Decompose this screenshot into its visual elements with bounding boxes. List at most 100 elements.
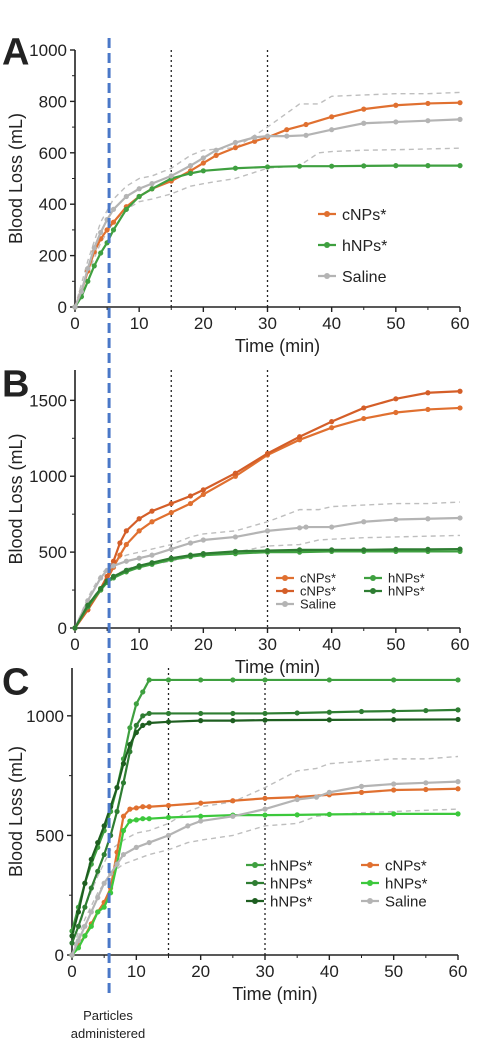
data-point — [361, 415, 367, 422]
legend-swatch-marker — [370, 575, 376, 581]
legend-label: hNPs* — [342, 238, 387, 255]
data-point — [133, 817, 139, 823]
data-point — [200, 537, 206, 543]
data-point — [294, 812, 300, 818]
series-line — [74, 390, 461, 629]
data-point — [393, 102, 399, 108]
data-point — [120, 780, 127, 786]
data-point — [104, 573, 110, 580]
data-point — [296, 547, 303, 553]
data-point — [457, 405, 463, 411]
data-point — [88, 856, 94, 862]
data-point — [457, 100, 463, 106]
data-point — [168, 555, 174, 561]
data-point — [168, 546, 174, 552]
data-point — [104, 227, 110, 233]
data-point — [361, 163, 367, 169]
data-point — [213, 147, 219, 153]
panel-letter: C — [2, 661, 29, 703]
data-point — [198, 818, 204, 824]
panel-letter: B — [2, 363, 29, 405]
y-axis-label: Blood Loss (mL) — [6, 433, 26, 564]
saline-range-line — [71, 755, 459, 956]
x-tick-label: 10 — [127, 962, 146, 981]
data-point — [133, 701, 139, 707]
data-point — [98, 585, 104, 592]
legend-swatch-marker — [324, 211, 330, 217]
data-point — [232, 534, 239, 540]
data-point — [133, 722, 139, 729]
data-point — [85, 602, 91, 608]
legend-label: cNPs* — [300, 584, 336, 599]
data-point — [262, 795, 268, 801]
data-point — [127, 741, 133, 748]
data-point — [358, 789, 365, 795]
y-tick-label: 600 — [39, 144, 67, 163]
data-point — [326, 709, 332, 715]
legend-label: hNPs* — [270, 875, 313, 892]
data-point — [75, 923, 82, 929]
y-tick-label: 0 — [58, 298, 67, 317]
data-point — [168, 173, 174, 179]
data-point — [114, 861, 120, 867]
legend-swatch-marker — [252, 898, 258, 904]
data-point — [149, 519, 155, 525]
data-point — [136, 528, 142, 534]
data-point — [114, 784, 120, 791]
data-point — [123, 193, 129, 200]
data-point — [232, 145, 239, 151]
data-point — [230, 798, 236, 804]
legend-swatch-marker — [282, 601, 288, 607]
data-point — [168, 500, 174, 507]
x-tick-label: 40 — [322, 635, 341, 654]
data-point — [455, 707, 461, 713]
x-tick-label: 20 — [194, 635, 213, 654]
data-point — [252, 138, 258, 144]
data-point — [393, 409, 399, 416]
data-point — [95, 839, 101, 846]
data-point — [425, 390, 431, 396]
data-point — [114, 808, 120, 815]
x-tick-label: 60 — [451, 314, 470, 333]
data-point — [149, 508, 155, 514]
legend-swatch-marker — [367, 862, 373, 868]
data-point — [198, 718, 204, 724]
data-point — [230, 718, 236, 724]
y-axis-label: Blood Loss (mL) — [6, 746, 26, 877]
data-point — [393, 516, 399, 523]
data-point — [391, 787, 397, 793]
data-point — [101, 851, 107, 858]
data-point — [425, 100, 431, 107]
data-point — [423, 780, 429, 786]
data-point — [127, 725, 133, 731]
data-point — [88, 885, 94, 891]
data-point — [187, 500, 194, 507]
data-point — [200, 487, 206, 493]
data-point — [457, 163, 463, 169]
x-tick-label: 0 — [70, 314, 79, 333]
data-point — [329, 127, 335, 133]
x-tick-label: 30 — [258, 314, 277, 333]
data-point — [455, 779, 461, 785]
y-tick-label: 1000 — [29, 467, 67, 486]
data-point — [127, 806, 133, 812]
data-point — [230, 813, 236, 819]
data-point — [146, 804, 152, 810]
data-point — [457, 546, 463, 552]
data-point — [264, 528, 271, 534]
data-point — [120, 813, 127, 819]
data-point — [232, 548, 239, 554]
data-point — [95, 895, 101, 901]
legend-label: hNPs* — [270, 893, 313, 910]
data-point — [110, 563, 117, 569]
data-point — [455, 677, 461, 683]
data-point — [294, 710, 300, 716]
legend-swatch-marker — [282, 588, 288, 594]
data-point — [391, 781, 397, 787]
data-point — [72, 304, 78, 310]
data-point — [185, 823, 191, 829]
data-point — [326, 677, 332, 683]
legend-label: hNPs* — [385, 875, 428, 892]
data-point — [168, 510, 174, 516]
data-point — [85, 265, 91, 272]
